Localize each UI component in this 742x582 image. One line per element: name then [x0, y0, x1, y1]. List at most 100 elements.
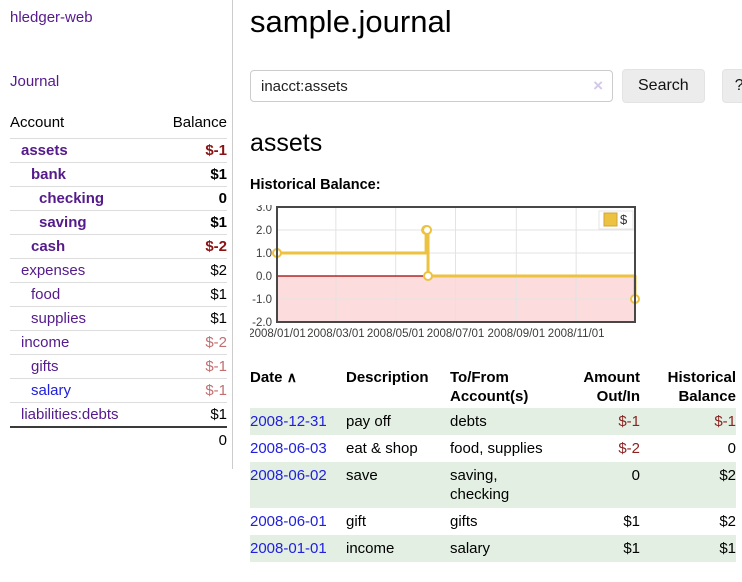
transaction-balance: $2: [719, 513, 736, 530]
transaction-amount: 0: [560, 462, 640, 508]
account-link-saving[interactable]: saving: [39, 214, 87, 231]
svg-text:2008/11/01: 2008/11/01: [548, 328, 605, 340]
register-row: 2008-06-01 gift gifts $1 $2: [250, 508, 736, 535]
transaction-date-link[interactable]: 2008-06-01: [250, 513, 327, 530]
transaction-accounts: gifts: [450, 513, 478, 530]
svg-text:1.0: 1.0: [256, 248, 272, 260]
transaction-balance: $-1: [640, 408, 736, 435]
account-column-header: Account: [10, 114, 65, 131]
accounts-total: 0: [154, 426, 227, 453]
transaction-balance: 0: [727, 440, 736, 457]
svg-text:-2.0: -2.0: [252, 317, 272, 329]
transaction-date-link[interactable]: 2008-06-03: [250, 440, 327, 457]
date-column-header: Date ∧: [250, 369, 297, 386]
svg-text:-1.0: -1.0: [252, 294, 272, 306]
account-row: bank $1: [10, 162, 227, 187]
help-button[interactable]: ?: [721, 69, 742, 103]
transaction-date-link[interactable]: 2008-01-01: [250, 540, 327, 557]
transaction-amount: $1: [623, 513, 640, 530]
svg-text:2008/01/01: 2008/01/01: [250, 328, 306, 340]
search-form: × Search ?: [250, 69, 742, 103]
account-balance: $-2: [205, 334, 227, 351]
transaction-accounts: saving, checking: [450, 462, 560, 508]
svg-text:$: $: [620, 212, 628, 227]
account-link-income[interactable]: income: [21, 334, 70, 351]
chart-title: Historical Balance:: [250, 177, 381, 193]
description-column-header: Description: [346, 369, 429, 386]
transaction-accounts: debts: [450, 408, 560, 435]
main-content: sample.journal × Search ? assets Histori…: [233, 0, 742, 562]
account-row: salary $-1: [10, 378, 227, 403]
transaction-date-link[interactable]: 2008-06-02: [250, 467, 327, 484]
accounts-total-row: 0: [10, 426, 227, 453]
account-row: food $1: [10, 282, 227, 307]
account-link-expenses[interactable]: expenses: [21, 262, 86, 279]
account-row: expenses $2: [10, 258, 227, 283]
account-balance: $1: [210, 166, 227, 183]
transaction-date-link[interactable]: 2008-12-31: [250, 413, 327, 430]
account-link-cash[interactable]: cash: [31, 238, 66, 255]
svg-text:0.0: 0.0: [256, 271, 272, 283]
account-link-gifts[interactable]: gifts: [31, 358, 59, 375]
balance-column-header: Balance: [172, 114, 227, 131]
account-balance: $-2: [205, 238, 227, 255]
account-link-assets[interactable]: assets: [21, 142, 68, 159]
account-balance: $1: [210, 214, 227, 231]
transaction-description: gift: [346, 513, 367, 530]
account-link-checking[interactable]: checking: [39, 190, 105, 207]
account-balance: $1: [210, 286, 227, 303]
accounts-column-header: To/From Account(s): [450, 369, 529, 405]
register-header-row: Date ∧ Description To/From Account(s) Am…: [250, 366, 736, 408]
register-row: 2008-06-03 eat & shop food, supplies $-2…: [250, 435, 736, 462]
page: hledger-web Journal Account Balance asse…: [0, 0, 742, 562]
account-link-supplies[interactable]: supplies: [31, 310, 87, 327]
account-balance: $1: [210, 310, 227, 327]
account-balance: 0: [218, 190, 227, 207]
svg-text:2.0: 2.0: [256, 225, 272, 237]
account-heading: assets: [250, 129, 323, 157]
transaction-amount: $1: [560, 535, 640, 562]
account-row: income $-2: [10, 330, 227, 355]
clear-search-icon[interactable]: ×: [593, 76, 603, 95]
transaction-accounts: salary: [450, 535, 560, 562]
journal-title: sample.journal: [250, 4, 452, 39]
transaction-accounts: food, supplies: [450, 440, 543, 457]
transaction-amount: $-1: [560, 408, 640, 435]
transaction-description: eat & shop: [346, 440, 418, 457]
transaction-description: income: [346, 535, 450, 562]
search-button[interactable]: Search: [622, 69, 705, 103]
svg-text:2008/09/01: 2008/09/01: [488, 328, 546, 340]
account-row: assets $-1: [10, 138, 227, 163]
svg-text:2008/07/01: 2008/07/01: [427, 328, 485, 340]
account-balance: $-1: [205, 358, 227, 375]
sort-ascending-icon: ∧: [286, 369, 297, 385]
account-row: liabilities:debts $1: [10, 402, 227, 428]
account-balance: $-1: [205, 382, 227, 399]
register-row: 2008-01-01 income salary $1 $1: [250, 535, 736, 562]
accounts-header-row: Account Balance: [10, 110, 227, 139]
app-title-link[interactable]: hledger-web: [10, 9, 93, 26]
balance-chart: $3.0 2.0 1.0 0.0 -1.0 -2.0 2008/01/01 2008/03/0…: [248, 202, 742, 346]
transaction-description: save: [346, 462, 450, 508]
account-balance: $2: [210, 262, 227, 279]
account-link-liabilities-debts[interactable]: liabilities:debts: [21, 406, 119, 423]
accounts-table: Account Balance assets $-1 bank $1 check…: [10, 110, 227, 453]
account-link-bank[interactable]: bank: [31, 166, 67, 183]
account-row: cash $-2: [10, 234, 227, 259]
transaction-balance: $1: [640, 535, 736, 562]
account-link-salary[interactable]: salary: [31, 382, 72, 399]
transaction-balance: $2: [640, 462, 736, 508]
svg-text:2008/05/01: 2008/05/01: [367, 328, 425, 340]
account-row: gifts $-1: [10, 354, 227, 379]
search-input[interactable]: [250, 70, 613, 102]
register-row: 2008-06-02 save saving, checking 0 $2: [250, 462, 736, 508]
account-balance: $-1: [205, 142, 227, 159]
transaction-amount: $-2: [618, 440, 640, 457]
account-row: saving $1: [10, 210, 227, 235]
account-row: supplies $1: [10, 306, 227, 331]
journal-link[interactable]: Journal: [10, 73, 60, 90]
transaction-description: pay off: [346, 408, 450, 435]
account-row: checking 0: [10, 186, 227, 211]
account-link-food[interactable]: food: [31, 286, 61, 303]
sidebar: hledger-web Journal Account Balance asse…: [0, 0, 233, 469]
